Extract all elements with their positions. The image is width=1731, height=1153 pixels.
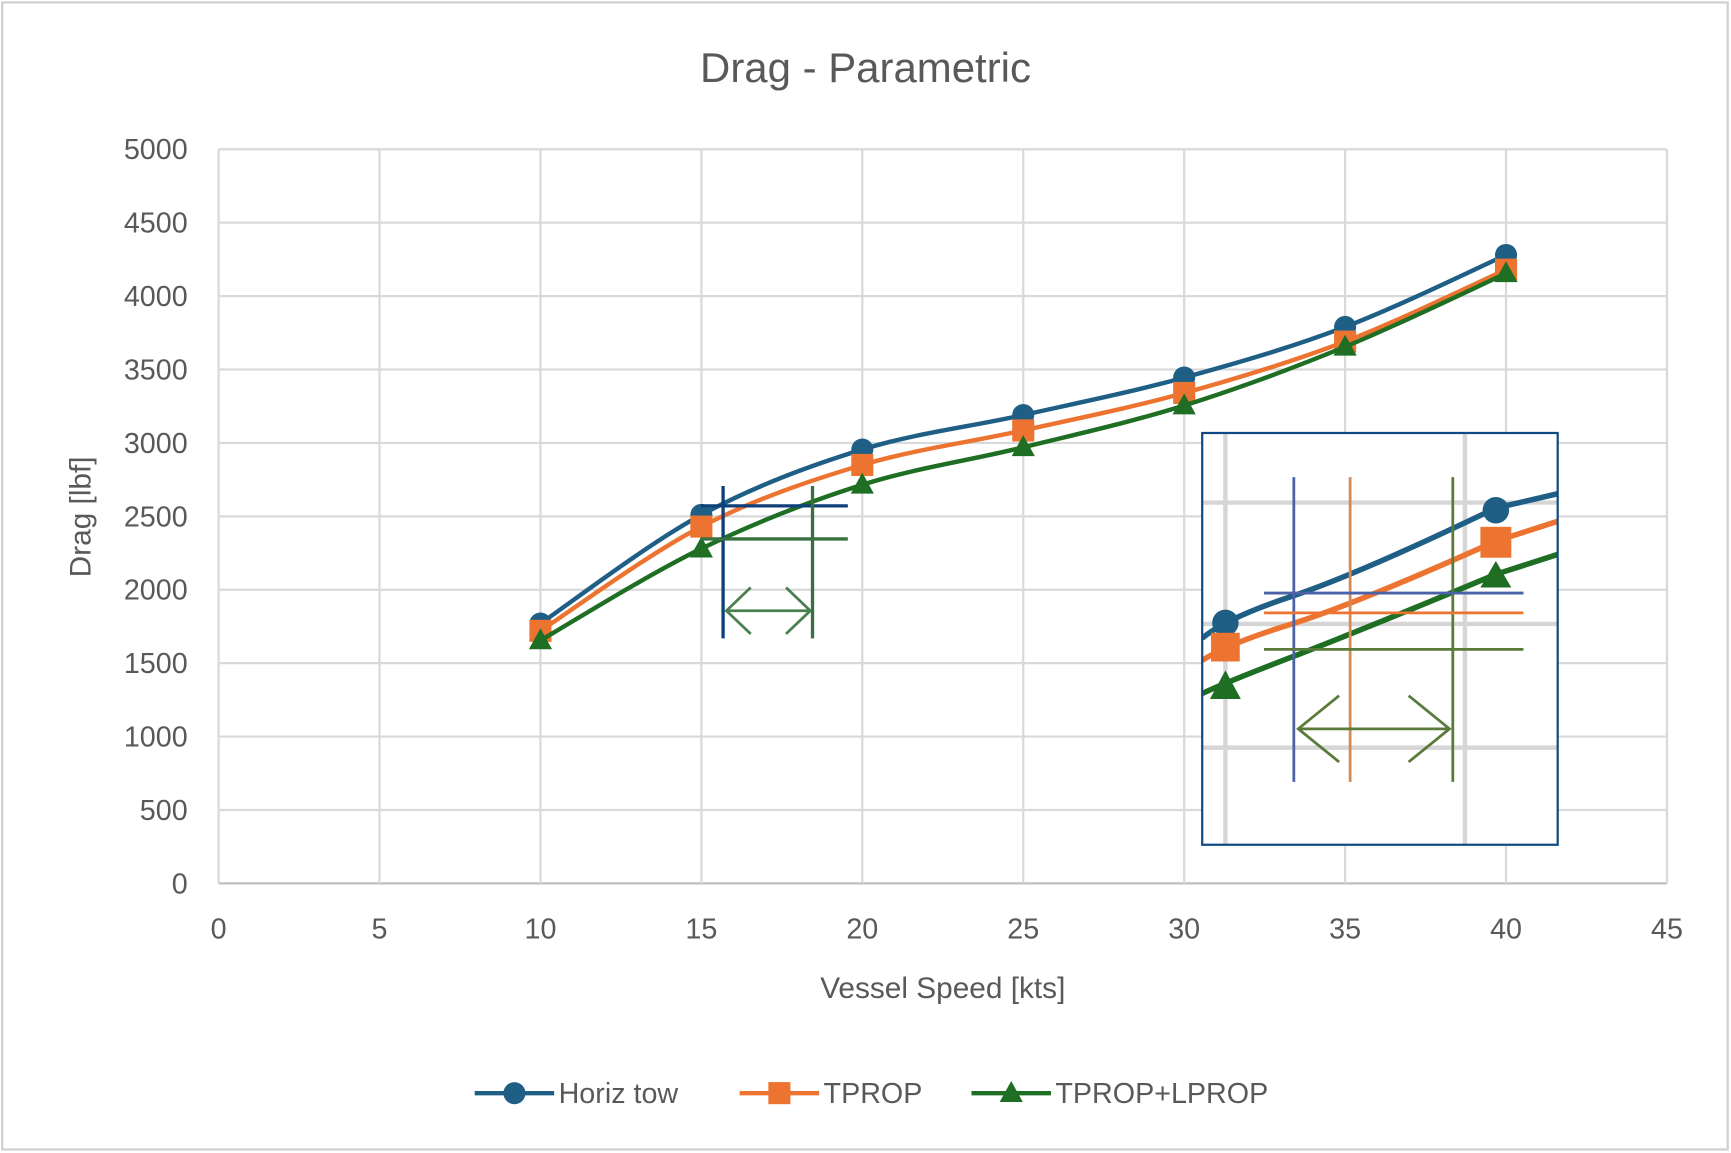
triangle-marker [1011,435,1035,457]
circle-marker [503,1082,526,1105]
series-tprop-lprop [528,261,1518,650]
triangle-marker [1494,261,1518,283]
inset-triangle-marker [1480,561,1512,588]
y-tick-label: 4000 [124,281,188,313]
y-tick-label: 3500 [124,354,188,386]
legend-item: Horiz tow [474,1078,679,1110]
inset-circle-marker [1482,497,1510,524]
y-tick-label: 2500 [124,501,188,533]
square-marker [690,515,713,538]
triangle-marker [689,536,713,558]
y-tick-label: 500 [140,795,188,827]
y-tick-label: 3000 [124,428,188,460]
x-tick-label: 40 [1490,914,1522,946]
annotation-main [701,485,848,639]
zoom-inset [1201,431,1559,846]
y-axis-label: Drag [lbf] [65,456,98,577]
x-tick-label: 10 [524,914,556,946]
x-tick-label: 0 [211,914,227,946]
triangle-marker [850,472,874,494]
inset-square-marker [1480,526,1512,558]
triangle-marker [1172,393,1196,415]
legend-item: TPROP+LPROP [971,1078,1268,1110]
x-tick-label: 35 [1329,914,1361,946]
y-tick-labels: 0 500 1000 1500 2000 2500 3000 3500 4000 4500 5000 [124,134,188,900]
x-tick-labels: 0 5 10 15 20 25 30 35 40 45 [211,914,1683,946]
x-tick-label: 45 [1651,914,1683,946]
x-tick-label: 30 [1168,914,1200,946]
x-tick-label: 5 [372,914,388,946]
legend-item: TPROP [739,1078,923,1110]
y-tick-label: 0 [172,868,188,900]
series-lines [528,243,1518,650]
square-marker [768,1082,791,1105]
chart-title: Drag - Parametric [700,44,1031,91]
legend-label: TPROP [824,1078,923,1110]
square-marker [1173,381,1196,405]
inset-double-arrow-icon [1296,694,1452,764]
double-arrow-icon [724,586,813,635]
inset-circle-marker [1212,609,1239,637]
x-tick-label: 25 [1007,914,1039,946]
triangle-marker [528,628,553,650]
inset-triangle-marker [1209,670,1241,700]
inset-square-marker [1211,632,1240,662]
square-marker [851,453,874,476]
x-axis-label: Vessel Speed [kts] [820,972,1065,1005]
x-tick-label: 15 [685,914,717,946]
square-marker [1012,419,1035,442]
y-tick-label: 2000 [124,575,188,607]
legend: Horiz tow TPROP TPROP+LPROP [474,1078,1268,1110]
y-tick-label: 1000 [124,722,188,754]
y-tick-label: 1500 [124,648,188,680]
legend-label: TPROP+LPROP [1055,1078,1268,1110]
triangle-marker [999,1081,1023,1102]
triangle-marker [1333,334,1357,356]
x-tick-label: 20 [846,914,878,946]
legend-label: Horiz tow [559,1078,679,1110]
y-tick-label: 5000 [124,134,188,166]
y-tick-label: 4500 [124,208,188,240]
